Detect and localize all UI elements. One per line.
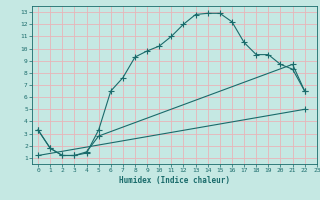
X-axis label: Humidex (Indice chaleur): Humidex (Indice chaleur) — [119, 176, 230, 185]
